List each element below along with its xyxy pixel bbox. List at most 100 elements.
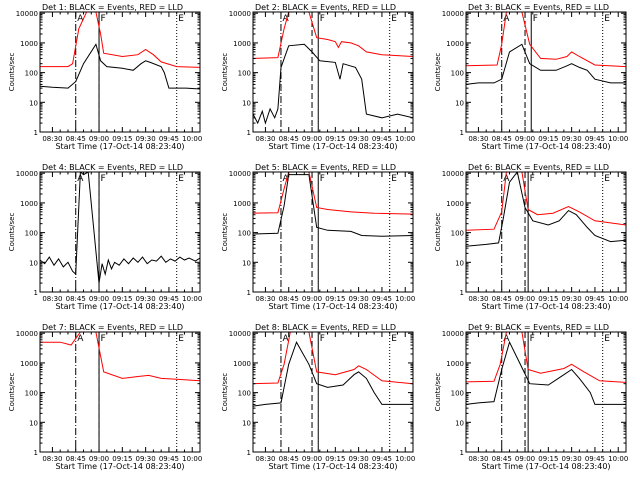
x-axis-label: Start Time (17-Oct-14 08:23:40) [481,142,610,151]
x-tick-label: 09:00 [515,295,535,303]
x-tick-label: 09:30 [136,135,156,143]
series-group [40,12,200,90]
detector-panel-6: Det 6: BLACK = Events, RED = LLD A F E 1 10 10… [434,163,628,311]
y-tick-label: 1 [34,449,38,457]
flag-label: E [604,14,610,24]
flag-label: F [101,14,106,24]
markers-group [75,12,178,132]
flag-label: A [77,174,84,184]
panel-title: Det 8: BLACK = Events, RED = LLD [255,323,396,332]
y-tick-label: 100 [25,390,38,398]
panel-title: Det 5: BLACK = Events, RED = LLD [255,163,396,172]
flag-label: F [320,14,325,24]
x-tick-label: 08:45 [279,135,299,143]
detector-panel-5: Det 5: BLACK = Events, RED = LLD A F E 1 10 10… [221,163,415,311]
flag-label: F [320,174,325,184]
x-tick-label: 10:00 [395,135,415,143]
y-tick-label: 10 [455,99,464,107]
detector-panel-2: Det 2: BLACK = Events, RED = LLD A F E 1 10 10… [221,3,415,151]
series-line-lld [466,172,626,231]
x-tick-label: 10:00 [608,135,628,143]
x-axis-label: Start Time (17-Oct-14 08:23:40) [55,462,184,471]
x-tick-label: 10:00 [395,455,415,463]
series-group [40,172,200,284]
series-group [40,332,200,382]
y-tick-label: 1000 [446,40,464,48]
y-tick-label: 10 [29,99,38,107]
panel-title: Det 9: BLACK = Events, RED = LLD [468,323,609,332]
x-tick-label: 09:30 [136,455,156,463]
markers-group [501,332,604,452]
x-tick-label: 09:00 [302,135,322,143]
y-tick-label: 10000 [442,170,464,178]
plot-frame [252,11,414,133]
flag-label: E [178,174,184,184]
panel-title: Det 3: BLACK = Events, RED = LLD [468,3,609,12]
x-tick-label: 09:15 [112,135,132,143]
y-tick-label: 1000 [20,360,38,368]
detector-panel-9: Det 9: BLACK = Events, RED = LLD A F E 1 10 10… [434,323,628,471]
markers-group [280,172,391,292]
x-tick-label: 09:45 [585,455,605,463]
flag-label: F [530,334,535,344]
x-tick-label: 08:30 [468,455,488,463]
x-tick-label: 09:30 [562,455,582,463]
y-tick-label: 10000 [442,10,464,18]
x-tick-label: 08:45 [279,295,299,303]
flag-label: A [77,334,84,344]
y-tick-label: 100 [238,390,251,398]
plot-frame [252,331,414,453]
y-tick-label: 1000 [20,40,38,48]
panel-title: Det 7: BLACK = Events, RED = LLD [42,323,183,332]
x-tick-label: 09:00 [515,135,535,143]
flag-label: E [178,14,184,24]
series-group [253,172,413,237]
y-tick-label: 100 [25,70,38,78]
y-axis-label: Counts/sec [221,53,229,92]
x-tick-label: 09:00 [302,295,322,303]
flag-label: F [101,334,106,344]
x-tick-label: 09:15 [112,455,132,463]
y-tick-label: 1000 [20,200,38,208]
flag-label: A [77,14,84,24]
x-tick-label: 09:15 [325,455,345,463]
x-tick-label: 09:45 [372,295,392,303]
y-tick-label: 100 [25,230,38,238]
x-axis-label: Start Time (17-Oct-14 08:23:40) [268,142,397,151]
x-tick-label: 09:30 [349,135,369,143]
series-line-events [253,340,413,407]
markers-group [75,332,178,452]
x-tick-label: 08:45 [66,135,86,143]
detector-panel-4: Det 4: BLACK = Events, RED = LLD A F E 1 10 10… [8,163,202,311]
y-tick-label: 1 [34,289,38,297]
x-tick-label: 09:15 [112,295,132,303]
y-tick-label: 100 [238,70,251,78]
flag-label: F [101,174,106,184]
y-tick-label: 10000 [16,10,38,18]
series-line-events [253,43,413,125]
series-line-lld [466,12,626,68]
detector-panel-7: Det 7: BLACK = Events, RED = LLD A F E 1 10 10… [8,323,202,471]
series-line-events [466,43,626,85]
x-tick-label: 10:00 [608,295,628,303]
y-tick-label: 100 [451,70,464,78]
x-tick-label: 08:45 [66,295,86,303]
plot-frame [465,11,627,133]
flag-label: A [503,174,510,184]
x-tick-label: 09:45 [159,455,179,463]
x-axis-label: Start Time (17-Oct-14 08:23:40) [481,302,610,311]
x-tick-label: 09:45 [159,295,179,303]
flag-label: E [604,174,610,184]
x-tick-label: 09:30 [562,295,582,303]
y-axis-label: Counts/sec [221,213,229,252]
panel-title: Det 4: BLACK = Events, RED = LLD [42,163,183,172]
x-tick-label: 09:30 [136,295,156,303]
series-group [253,12,413,125]
y-tick-label: 1 [247,129,251,137]
y-tick-label: 1 [460,129,464,137]
y-tick-label: 1 [34,129,38,137]
flag-label: E [391,334,397,344]
x-axis-label: Start Time (17-Oct-14 08:23:40) [481,462,610,471]
x-tick-label: 09:00 [89,455,109,463]
detector-panel-3: Det 3: BLACK = Events, RED = LLD A F E 1 10 10… [434,3,628,151]
